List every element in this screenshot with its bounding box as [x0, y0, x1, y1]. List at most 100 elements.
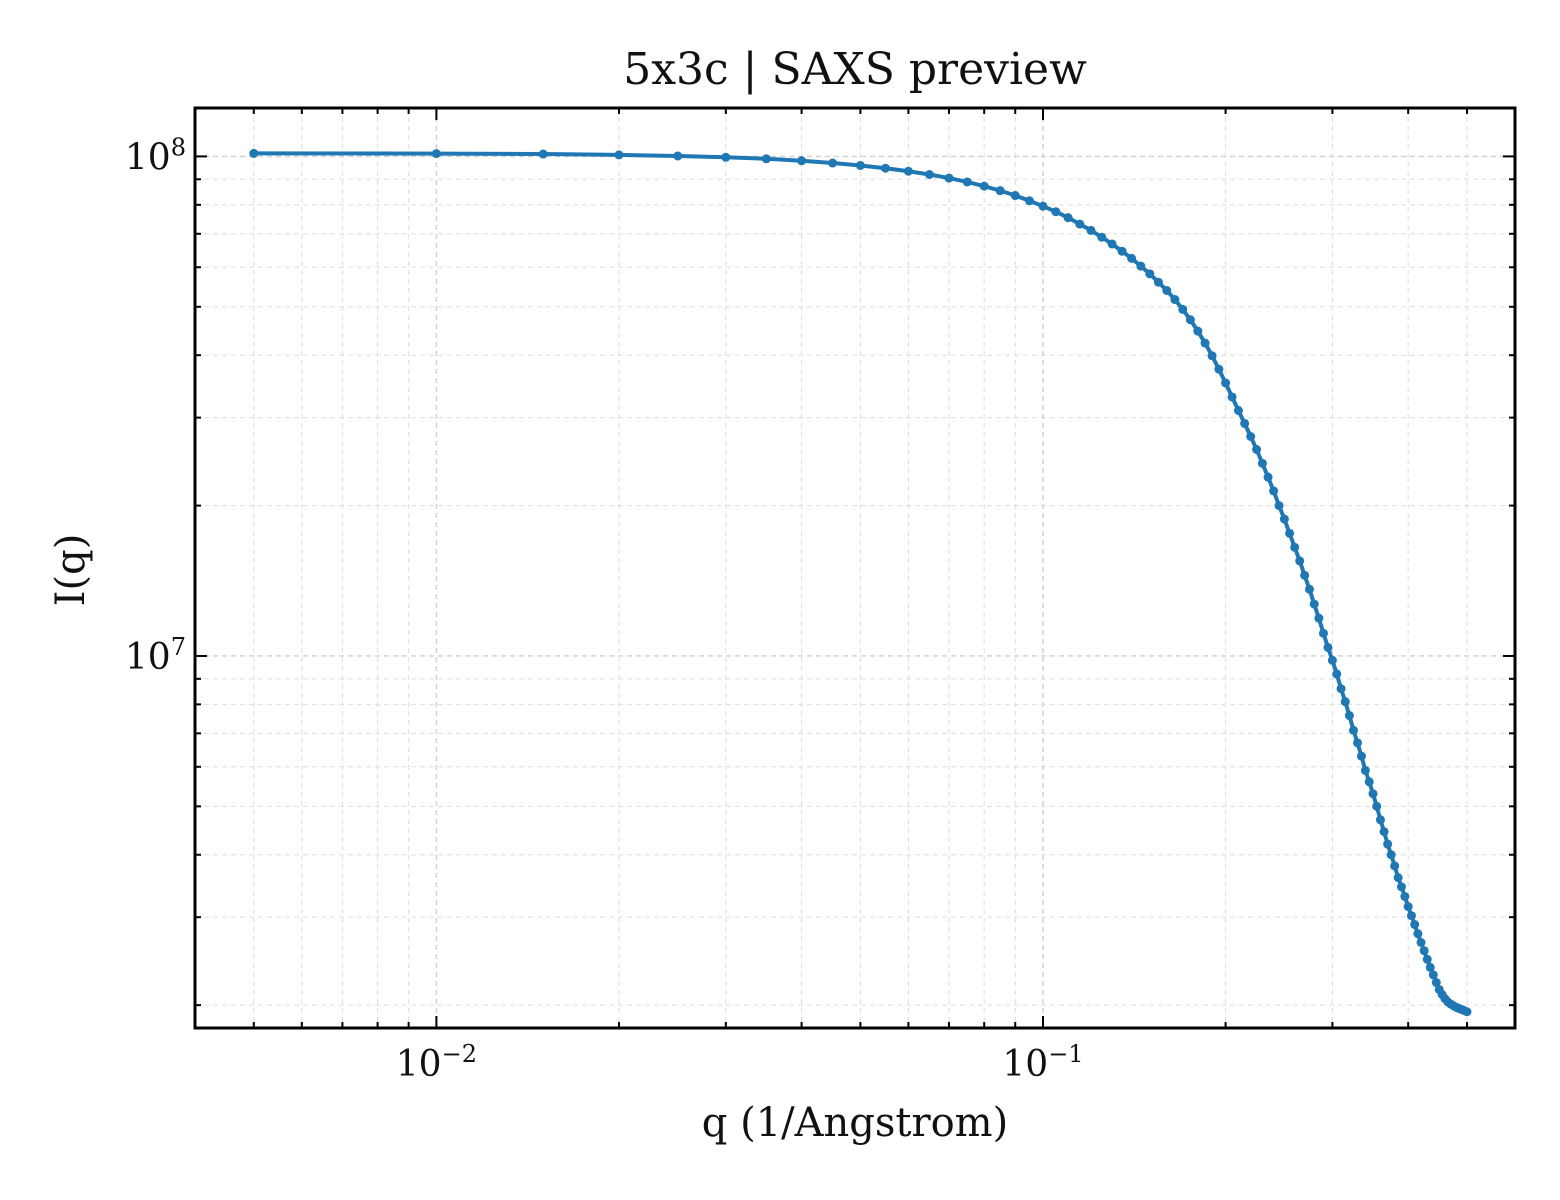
- data-point: [1462, 1007, 1472, 1017]
- data-point: [1368, 789, 1378, 799]
- data-point: [1397, 882, 1407, 892]
- plot-frame: [193, 106, 1517, 1030]
- y-tick-label: 107: [125, 633, 186, 678]
- series-line: [253, 151, 1468, 1014]
- data-point: [538, 149, 548, 159]
- data-point: [1300, 570, 1310, 580]
- data-point: [1403, 902, 1413, 912]
- series-intensity: [249, 148, 1472, 1017]
- data-point: [962, 177, 972, 187]
- data-point: [1269, 486, 1279, 496]
- data-point: [1419, 946, 1429, 956]
- data-point: [1240, 418, 1250, 428]
- data-point: [1375, 815, 1385, 825]
- data-point: [855, 160, 865, 170]
- data-point: [1086, 225, 1096, 235]
- data-point: [1246, 432, 1256, 441]
- gridlines: [194, 108, 1515, 1028]
- data-point: [1332, 669, 1342, 679]
- data-point: [1252, 445, 1262, 454]
- data-point: [1185, 315, 1195, 325]
- data-point: [614, 150, 624, 160]
- data-point: [1221, 378, 1231, 388]
- data-point: [1348, 725, 1358, 735]
- data-point: [1075, 219, 1085, 229]
- data-point: [1162, 286, 1172, 295]
- data-point: [1304, 584, 1314, 594]
- data-point: [1425, 962, 1435, 972]
- data-point: [1193, 326, 1203, 336]
- data-point: [1431, 978, 1441, 987]
- data-point: [1257, 458, 1267, 468]
- data-point: [1200, 338, 1210, 348]
- data-point: [1178, 304, 1188, 314]
- data-point: [673, 151, 683, 161]
- data-point: [979, 181, 989, 191]
- data-point: [797, 156, 807, 166]
- data-point: [1285, 528, 1295, 538]
- data-point: [1263, 472, 1273, 482]
- data-point: [1038, 201, 1048, 211]
- data-point: [1107, 239, 1117, 249]
- data-point: [249, 148, 259, 158]
- data-point: [1390, 861, 1400, 871]
- data-point: [1353, 738, 1363, 748]
- data-point: [1360, 765, 1370, 775]
- data-point: [1318, 628, 1328, 638]
- data-point: [1024, 196, 1034, 206]
- data-point: [1393, 873, 1403, 883]
- data-point: [1336, 684, 1346, 694]
- data-point: [995, 186, 1005, 196]
- data-point: [1063, 213, 1073, 223]
- data-point: [1051, 207, 1061, 217]
- data-point: [1136, 261, 1146, 271]
- data-point: [880, 163, 890, 173]
- data-point: [1386, 850, 1396, 860]
- data-point: [1290, 542, 1300, 552]
- data-point: [1364, 777, 1374, 787]
- data-point: [431, 149, 441, 159]
- data-point: [1153, 277, 1163, 287]
- data-point: [1145, 269, 1155, 279]
- data-point: [721, 152, 731, 162]
- data-point: [1344, 711, 1354, 721]
- axis-ticks: [194, 108, 1515, 1028]
- data-point: [1309, 599, 1319, 609]
- data-point: [1422, 954, 1432, 964]
- chart-title: 5x3c | SAXS preview: [623, 44, 1087, 95]
- data-point: [761, 154, 771, 164]
- data-point: [1170, 295, 1180, 305]
- data-point: [924, 170, 934, 179]
- tick-labels: 10−2 10−1 108 107: [125, 133, 1084, 1085]
- data-point: [944, 173, 954, 183]
- data-point: [903, 166, 913, 176]
- data-point: [1413, 929, 1423, 939]
- data-point: [1127, 253, 1137, 263]
- y-tick-label: 108: [125, 133, 186, 178]
- data-point: [1428, 970, 1438, 980]
- x-tick-label: 10−1: [1002, 1040, 1083, 1085]
- data-point: [1406, 911, 1416, 921]
- data-point: [1214, 364, 1224, 374]
- data-point: [1383, 839, 1393, 849]
- data-point: [1295, 556, 1305, 566]
- data-point: [1340, 697, 1350, 707]
- data-point: [1227, 392, 1237, 402]
- data-point: [1416, 937, 1426, 947]
- data-point: [1010, 191, 1020, 201]
- x-tick-label: 10−2: [396, 1040, 477, 1085]
- data-point: [828, 158, 838, 168]
- data-point: [1314, 613, 1324, 623]
- data-point: [1410, 920, 1420, 930]
- data-point: [1207, 351, 1217, 361]
- data-point: [1323, 642, 1333, 652]
- data-point: [1400, 892, 1410, 901]
- data-point: [1327, 655, 1337, 665]
- data-point: [1356, 751, 1366, 761]
- data-point: [1279, 514, 1289, 524]
- data-point: [1233, 406, 1243, 415]
- data-point: [1117, 246, 1127, 256]
- data-point: [1372, 801, 1382, 811]
